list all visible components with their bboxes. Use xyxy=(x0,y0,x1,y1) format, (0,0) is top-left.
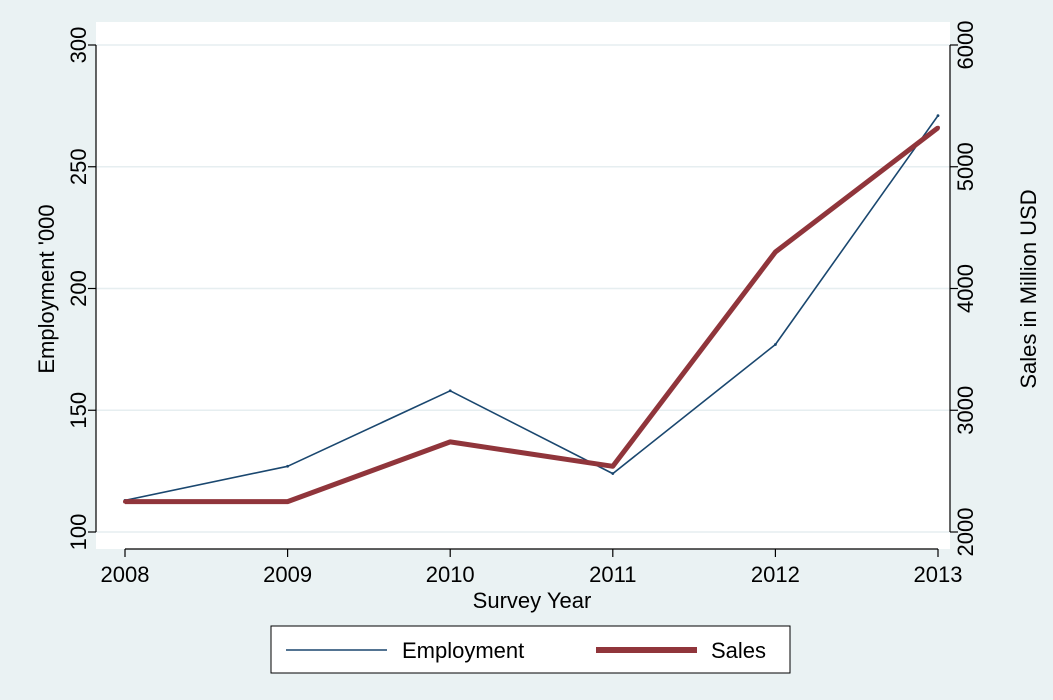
sales-point xyxy=(448,439,453,444)
employment-point xyxy=(611,472,615,475)
y2-tick-label: 2000 xyxy=(953,508,978,557)
x-axis-label: Survey Year xyxy=(473,588,592,613)
y2-tick-label: 5000 xyxy=(953,142,978,191)
employment-point xyxy=(774,343,777,346)
y2-tick-label: 6000 xyxy=(953,21,978,70)
x-tick-label: 2011 xyxy=(589,562,636,587)
y-tick-label: 200 xyxy=(66,270,91,307)
x-tick-label: 2008 xyxy=(101,562,150,587)
sales-point xyxy=(123,499,127,504)
sales-point xyxy=(773,249,778,254)
legend: Employment Sales xyxy=(270,625,791,674)
x-tick-label: 2009 xyxy=(263,562,312,587)
y-tick-label: 150 xyxy=(66,392,91,429)
plot-area xyxy=(96,22,950,549)
axes xyxy=(88,44,958,557)
employment-point xyxy=(936,114,940,118)
x-tick-label: 2013 xyxy=(914,562,963,587)
legend-label-sales: Sales xyxy=(711,638,766,663)
x-tick-label: 2012 xyxy=(751,562,800,587)
y2-tick-label: 3000 xyxy=(953,386,978,435)
grid-lines xyxy=(96,44,950,533)
x-tick-label: 2010 xyxy=(426,562,475,587)
y-axis-label-right: Sales in Million USD xyxy=(1016,189,1041,388)
y-axis-label-left: Employment '000 xyxy=(34,204,59,373)
series-lines xyxy=(123,114,940,505)
y-tick-label: 250 xyxy=(66,148,91,185)
y2-tick-label: 4000 xyxy=(953,264,978,313)
sales-point xyxy=(285,499,290,504)
sales-point xyxy=(936,125,940,130)
y-tick-label: 300 xyxy=(66,27,91,64)
sales-line xyxy=(125,125,940,505)
employment-point xyxy=(448,389,452,393)
tick-labels: 100 150 200 250 300 2000 3000 4000 5000 6000 2008 2… xyxy=(66,21,978,587)
y-tick-label: 100 xyxy=(66,514,91,551)
sales-point xyxy=(610,464,615,469)
employment-line xyxy=(124,115,939,502)
legend-label-employment: Employment xyxy=(402,638,524,663)
employment-point xyxy=(286,464,289,468)
